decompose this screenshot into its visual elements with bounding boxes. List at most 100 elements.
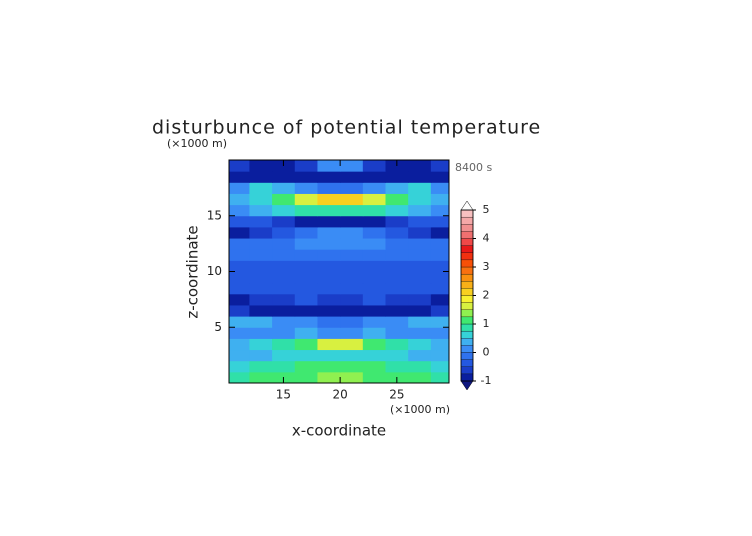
contour-cell bbox=[249, 160, 273, 172]
colorbar-tick-label: -1 bbox=[481, 374, 492, 387]
contour-cell bbox=[340, 193, 364, 206]
colorbar-segment bbox=[460, 288, 474, 296]
contour-cell bbox=[249, 349, 273, 362]
colorbar-segment bbox=[460, 209, 474, 218]
contour-cell bbox=[229, 304, 250, 317]
contour-cell bbox=[362, 226, 386, 239]
contour-cell bbox=[249, 249, 273, 261]
colorbar-segment bbox=[460, 302, 474, 310]
contour-cell bbox=[340, 160, 364, 172]
contour-cell bbox=[362, 260, 386, 272]
contour-cell bbox=[362, 360, 386, 373]
contour-cell bbox=[362, 160, 386, 172]
contour-cell bbox=[249, 215, 273, 228]
contour-cell bbox=[229, 282, 250, 295]
contour-cell bbox=[430, 316, 449, 328]
contour-cell bbox=[362, 271, 386, 284]
contour-cell bbox=[249, 282, 273, 295]
contour-cell bbox=[408, 160, 432, 172]
contour-cell bbox=[430, 293, 449, 306]
contour-cell bbox=[317, 293, 341, 306]
x-tick-label: 25 bbox=[389, 388, 404, 402]
contour-cell bbox=[229, 204, 250, 217]
contour-cell bbox=[362, 193, 386, 206]
contour-cell bbox=[249, 260, 273, 272]
contour-cell bbox=[340, 226, 364, 239]
colorbar-segment bbox=[460, 266, 474, 275]
contour-cell bbox=[430, 338, 449, 351]
contour-cell bbox=[385, 260, 409, 272]
colorbar-segment bbox=[460, 259, 474, 268]
contour-cell bbox=[430, 349, 449, 362]
contour-cell bbox=[272, 238, 296, 250]
contour-cell bbox=[272, 304, 296, 317]
contour-cell bbox=[408, 204, 432, 217]
contour-cell bbox=[272, 338, 296, 351]
colorbar-segment bbox=[460, 224, 474, 232]
contour-cell bbox=[430, 271, 449, 284]
contour-cell bbox=[294, 271, 318, 284]
contour-cell bbox=[408, 260, 432, 272]
colorbar-segment bbox=[460, 252, 474, 261]
contour-cell bbox=[249, 271, 273, 284]
contour-cell bbox=[340, 238, 364, 250]
contour-cell bbox=[362, 327, 386, 339]
contour-cell bbox=[272, 193, 296, 206]
contour-cell bbox=[340, 316, 364, 328]
contour-cell bbox=[317, 249, 341, 261]
contour-cell bbox=[294, 226, 318, 239]
contour-cell bbox=[317, 193, 341, 206]
contour-cell bbox=[229, 360, 250, 373]
contour-cell bbox=[362, 371, 386, 383]
colorbar-tick-label: 3 bbox=[483, 260, 490, 273]
contour-cell bbox=[272, 215, 296, 228]
contour-cell bbox=[385, 327, 409, 339]
contour-cell bbox=[362, 316, 386, 328]
contour-cell bbox=[249, 238, 273, 250]
contour-cell bbox=[408, 182, 432, 194]
contour-cell bbox=[249, 204, 273, 217]
contour-cell bbox=[229, 182, 250, 194]
contour-cell bbox=[294, 260, 318, 272]
contour-cell bbox=[229, 171, 250, 183]
contour-cell bbox=[294, 282, 318, 295]
contour-cell bbox=[294, 338, 318, 351]
colorbar-segment bbox=[460, 295, 474, 303]
contour-cell bbox=[294, 304, 318, 317]
contour-cell bbox=[362, 215, 386, 228]
contour-cell bbox=[408, 215, 432, 228]
contour-cell bbox=[430, 182, 449, 194]
contour-cell bbox=[229, 327, 250, 339]
colorbar-segment bbox=[460, 366, 474, 375]
contour-cell bbox=[362, 182, 386, 194]
contour-cell bbox=[249, 338, 273, 351]
contour-cell bbox=[294, 182, 318, 194]
contour-cell bbox=[408, 193, 432, 206]
contour-cell bbox=[362, 304, 386, 317]
contour-cell bbox=[340, 215, 364, 228]
contour-cell bbox=[294, 316, 318, 328]
contour-cell bbox=[362, 282, 386, 295]
contour-cell bbox=[385, 304, 409, 317]
contour-cell bbox=[408, 238, 432, 250]
contour-cell bbox=[317, 215, 341, 228]
contour-cell bbox=[340, 249, 364, 261]
contour-cell bbox=[340, 360, 364, 373]
x-tick-label: 15 bbox=[276, 388, 291, 402]
contour-cell bbox=[317, 271, 341, 284]
contour-cell bbox=[229, 293, 250, 306]
contour-cell bbox=[249, 360, 273, 373]
contour-cell bbox=[272, 316, 296, 328]
contour-cell bbox=[362, 349, 386, 362]
x-tick-label: 20 bbox=[332, 388, 347, 402]
contour-cell bbox=[229, 271, 250, 284]
contour-cell bbox=[294, 193, 318, 206]
contour-cell bbox=[430, 282, 449, 295]
contour-cell bbox=[385, 226, 409, 239]
contour-cell bbox=[385, 182, 409, 194]
colorbar-tick-label: 2 bbox=[483, 289, 490, 302]
contour-cell bbox=[340, 349, 364, 362]
contour-cell bbox=[385, 215, 409, 228]
contour-cell bbox=[272, 260, 296, 272]
